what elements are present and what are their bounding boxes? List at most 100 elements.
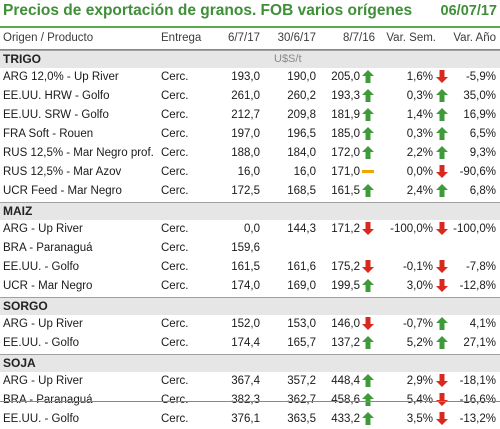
table-row: EE.UU. SRW - Golfo Cerc. 212,7 209,8 181,9 1,… — [0, 106, 500, 125]
cell-delivery: Cerc. — [161, 413, 189, 425]
cell-price-date-2: 161,6 — [287, 261, 316, 273]
cell-var-sem: 2,2% — [406, 147, 433, 159]
arrow-up-icon — [436, 336, 448, 349]
cell-var-anio: 4,1% — [469, 318, 496, 330]
cell-var-anio: 27,1% — [463, 337, 496, 349]
arrow-up-icon — [436, 146, 448, 159]
arrow-up-icon — [436, 317, 448, 330]
cell-delivery: Cerc. — [161, 318, 189, 330]
cell-price-date-3: 181,9 — [331, 109, 360, 121]
arrow-down-icon — [436, 260, 448, 273]
section-header-sorgo: SORGO — [0, 297, 500, 315]
cell-delivery: Cerc. — [161, 71, 189, 83]
header-divider — [0, 49, 500, 50]
cell-origin: UCR Feed - Mar Negro — [3, 185, 122, 197]
arrow-down-icon — [362, 260, 374, 273]
cell-var-sem: 1,6% — [406, 71, 433, 83]
cell-price-date-2: 16,0 — [293, 166, 316, 178]
cell-var-sem: -0,1% — [402, 261, 433, 273]
title-divider — [0, 26, 500, 28]
section-name: SORGO — [3, 299, 48, 313]
cell-var-anio: -13,2% — [459, 413, 496, 425]
title-bar: Precios de exportación de granos. FOB va… — [0, 0, 500, 27]
cell-var-anio: 35,0% — [463, 90, 496, 102]
cell-price-date-3: 137,2 — [331, 337, 360, 349]
cell-origin: ARG - Up River — [3, 375, 83, 387]
cell-var-anio: -12,8% — [459, 280, 496, 292]
cell-price-date-3: 433,2 — [331, 413, 360, 425]
cell-var-sem: 5,2% — [406, 337, 433, 349]
cell-delivery: Cerc. — [161, 375, 189, 387]
cell-delivery: Cerc. — [161, 223, 189, 235]
arrow-down-icon — [436, 222, 448, 235]
cell-delivery: Cerc. — [161, 261, 189, 273]
cell-price-date-1: 261,0 — [231, 90, 260, 102]
cell-origin: ARG 12,0% - Up River — [3, 71, 119, 83]
page-title: Precios de exportación de granos. FOB va… — [3, 2, 413, 19]
cell-price-date-2: 144,3 — [287, 223, 316, 235]
table-row: ARG - Up River Cerc. 367,4 357,2 448,4 2,9% -1… — [0, 372, 500, 391]
cell-var-sem: 0,0% — [406, 166, 433, 178]
cell-price-date-3: 205,0 — [331, 71, 360, 83]
table-row: ARG 12,0% - Up River Cerc. 193,0 190,0 205,0… — [0, 68, 500, 87]
cell-delivery: Cerc. — [161, 90, 189, 102]
arrow-up-icon — [436, 89, 448, 102]
col-header-var-anio: Var. Año — [453, 32, 496, 44]
section-name: TRIGO — [3, 52, 41, 66]
arrow-up-icon — [362, 374, 374, 387]
cell-var-anio: -5,9% — [465, 71, 496, 83]
table-row: EE.UU. - Golfo Cerc. 174,4 165,7 137,2 5,2% 27… — [0, 334, 500, 353]
cell-price-date-1: 188,0 — [231, 147, 260, 159]
table-row: RUS 12,5% - Mar Azov Cerc. 16,0 16,0 171,0 0,… — [0, 163, 500, 182]
cell-var-anio: 16,9% — [463, 109, 496, 121]
cell-origin: FRA Soft - Rouen — [3, 128, 94, 140]
bottom-divider — [0, 401, 500, 402]
cell-var-anio: -90,6% — [459, 166, 496, 178]
cell-price-date-3: 175,2 — [331, 261, 360, 273]
arrow-down-icon — [436, 165, 448, 178]
cell-price-date-3: 172,0 — [331, 147, 360, 159]
arrow-down-icon — [362, 317, 374, 330]
col-header-date-3: 8/7/16 — [343, 32, 375, 44]
cell-var-anio: -7,8% — [465, 261, 496, 273]
arrow-up-icon — [362, 89, 374, 102]
cell-var-sem: 2,9% — [406, 375, 433, 387]
cell-price-date-2: 168,5 — [287, 185, 316, 197]
cell-price-date-1: 0,0 — [244, 223, 260, 235]
table-row: UCR - Mar Negro Cerc. 174,0 169,0 199,5 3,0% -… — [0, 277, 500, 296]
cell-price-date-1: 212,7 — [231, 109, 260, 121]
arrow-up-icon — [362, 279, 374, 292]
arrow-up-icon — [362, 108, 374, 121]
cell-delivery: Cerc. — [161, 166, 189, 178]
arrow-up-icon — [362, 184, 374, 197]
table-row: EE.UU. - Golfo Cerc. 376,1 363,5 433,2 3,5% -1… — [0, 410, 500, 429]
cell-delivery: Cerc. — [161, 185, 189, 197]
cell-price-date-1: 367,4 — [231, 375, 260, 387]
table-row: BRA - Paranaguá Cerc. 159,6 — [0, 239, 500, 258]
arrow-up-icon — [436, 127, 448, 140]
cell-price-date-3: 171,0 — [331, 166, 360, 178]
cell-var-sem: 3,0% — [406, 280, 433, 292]
col-header-date-2: 30/6/17 — [277, 32, 316, 44]
table-row: ARG - Up River Cerc. 0,0 144,3 171,2 -100,0% -… — [0, 220, 500, 239]
table-row: UCR Feed - Mar Negro Cerc. 172,5 168,5 161,5… — [0, 182, 500, 201]
cell-price-date-2: 190,0 — [287, 71, 316, 83]
col-header-delivery: Entrega — [161, 32, 202, 44]
cell-var-sem: -0,7% — [402, 318, 433, 330]
table-row: EE.UU. HRW - Golfo Cerc. 261,0 260,2 193,3 0,… — [0, 87, 500, 106]
col-header-var-sem: Var. Sem. — [386, 32, 436, 44]
cell-price-date-1: 174,0 — [231, 280, 260, 292]
section-header-trigo: TRIGO U$S/t — [0, 50, 500, 68]
table-row: ARG - Up River Cerc. 152,0 153,0 146,0 -0,7% 4… — [0, 315, 500, 334]
arrow-down-icon — [436, 70, 448, 83]
cell-origin: ARG - Up River — [3, 318, 83, 330]
cell-origin: BRA - Paranaguá — [3, 242, 93, 254]
flat-dash-icon — [362, 165, 374, 178]
cell-delivery: Cerc. — [161, 337, 189, 349]
cell-origin: EE.UU. HRW - Golfo — [3, 90, 110, 102]
col-header-origin: Origen / Producto — [3, 32, 94, 44]
arrow-up-icon — [362, 146, 374, 159]
cell-price-date-3: 146,0 — [331, 318, 360, 330]
cell-price-date-2: 184,0 — [287, 147, 316, 159]
